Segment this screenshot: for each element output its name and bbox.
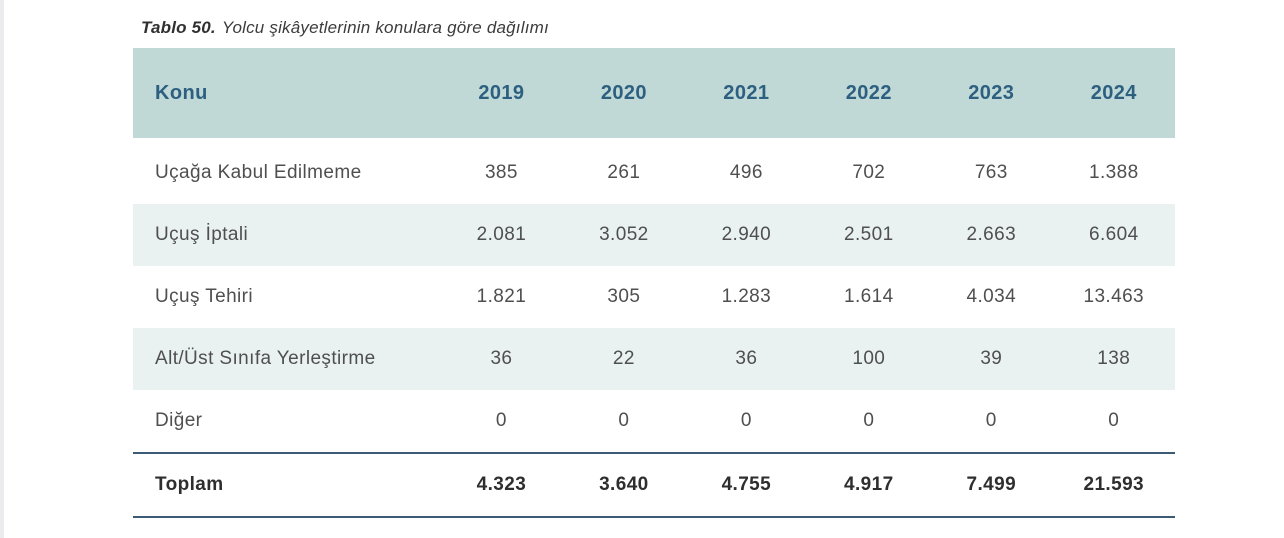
cell-value: 763: [930, 142, 1053, 204]
cell-value: 1.821: [440, 266, 563, 328]
cell-value: 2.501: [807, 204, 931, 266]
column-header-konu: Konu: [133, 48, 441, 142]
cell-value: 3.052: [562, 204, 686, 266]
total-value: 21.593: [1052, 454, 1175, 518]
cell-value: 0: [930, 390, 1053, 454]
column-header-year-2024: 2024: [1052, 48, 1175, 142]
cell-value: 702: [807, 142, 931, 204]
table-row: Diğer 0 0 0 0 0 0: [133, 390, 1175, 454]
complaints-table: Konu 2019 2020 2021 2022 2023 2024 Uçağa Kabul…: [133, 48, 1175, 518]
column-header-year-2022: 2022: [807, 48, 931, 142]
table-header-row: Konu 2019 2020 2021 2022 2023 2024: [133, 48, 1175, 142]
cell-value: 1.388: [1052, 142, 1175, 204]
table-number: Tablo 50.: [141, 18, 216, 37]
cell-value: 0: [1052, 390, 1175, 454]
table-title: Tablo 50. Yolcu şikâyetlerinin konulara g…: [141, 18, 1175, 38]
row-label: Uçağa Kabul Edilmeme: [133, 142, 441, 204]
cell-value: 0: [807, 390, 931, 454]
total-value: 4.917: [807, 454, 931, 518]
page-edge-divider: [0, 0, 4, 538]
total-value: 4.755: [685, 454, 808, 518]
cell-value: 0: [440, 390, 563, 454]
column-header-year-2020: 2020: [562, 48, 686, 142]
cell-value: 0: [685, 390, 808, 454]
cell-value: 36: [440, 328, 563, 390]
table-caption: Yolcu şikâyetlerinin konulara göre dağıl…: [221, 18, 549, 37]
cell-value: 36: [685, 328, 808, 390]
cell-value: 261: [562, 142, 686, 204]
total-value: 3.640: [562, 454, 686, 518]
column-header-year-2021: 2021: [685, 48, 808, 142]
cell-value: 0: [562, 390, 686, 454]
cell-value: 305: [562, 266, 686, 328]
cell-value: 2.081: [440, 204, 563, 266]
cell-value: 100: [807, 328, 931, 390]
total-value: 7.499: [930, 454, 1053, 518]
cell-value: 2.940: [685, 204, 808, 266]
cell-value: 385: [440, 142, 563, 204]
cell-value: 138: [1052, 328, 1175, 390]
total-label: Toplam: [133, 454, 441, 518]
cell-value: 1.283: [685, 266, 808, 328]
cell-value: 6.604: [1052, 204, 1175, 266]
table-body: Uçağa Kabul Edilmeme 385 261 496 702 763 1.388…: [133, 142, 1175, 454]
cell-value: 2.663: [930, 204, 1053, 266]
row-label: Alt/Üst Sınıfa Yerleştirme: [133, 328, 441, 390]
cell-value: 13.463: [1052, 266, 1175, 328]
cell-value: 496: [685, 142, 808, 204]
cell-value: 1.614: [807, 266, 931, 328]
table-section: Tablo 50. Yolcu şikâyetlerinin konulara g…: [133, 14, 1175, 518]
column-header-year-2019: 2019: [440, 48, 563, 142]
table-row: Uçuş İptali 2.081 3.052 2.940 2.501 2.663 6.60…: [133, 204, 1175, 266]
row-label: Diğer: [133, 390, 441, 454]
row-label: Uçuş Tehiri: [133, 266, 441, 328]
row-label: Uçuş İptali: [133, 204, 441, 266]
table-row: Uçağa Kabul Edilmeme 385 261 496 702 763 1.388: [133, 142, 1175, 204]
column-header-year-2023: 2023: [930, 48, 1053, 142]
cell-value: 4.034: [930, 266, 1053, 328]
table-row: Uçuş Tehiri 1.821 305 1.283 1.614 4.034 13.463: [133, 266, 1175, 328]
cell-value: 39: [930, 328, 1053, 390]
table-row: Alt/Üst Sınıfa Yerleştirme 36 22 36 100 39 138: [133, 328, 1175, 390]
cell-value: 22: [562, 328, 686, 390]
total-value: 4.323: [440, 454, 563, 518]
table-total-row: Toplam 4.323 3.640 4.755 4.917 7.499 21.593: [133, 454, 1175, 518]
